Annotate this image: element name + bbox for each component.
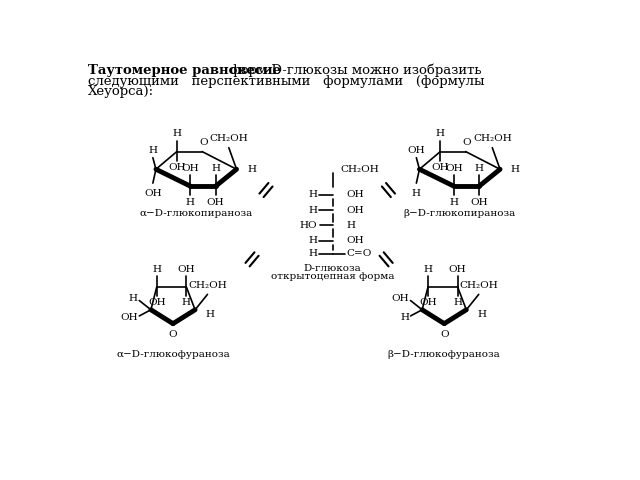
Text: OH: OH — [445, 164, 463, 173]
Text: OH: OH — [470, 198, 488, 207]
Text: OH: OH — [148, 298, 166, 307]
Text: H: H — [308, 250, 317, 258]
Text: OH: OH — [419, 298, 437, 307]
Text: D-глюкоза: D-глюкоза — [304, 264, 362, 273]
Text: H: H — [400, 313, 409, 322]
Text: CH₂OH: CH₂OH — [209, 134, 248, 143]
Text: OH: OH — [449, 264, 467, 274]
Text: OH: OH — [144, 189, 162, 197]
Text: CH₂OH: CH₂OH — [188, 281, 227, 290]
Text: следующими   перспективными   формулами   (формулы: следующими перспективными формулами (фор… — [88, 74, 484, 87]
Text: H: H — [152, 264, 161, 274]
Text: H: H — [186, 198, 195, 207]
Text: H: H — [449, 198, 458, 207]
Text: OH: OH — [182, 164, 199, 173]
Text: HO: HO — [300, 221, 317, 230]
Text: OH: OH — [392, 295, 409, 303]
Text: H: H — [172, 130, 181, 138]
Text: H: H — [453, 298, 462, 307]
Text: открытоцепная форма: открытоцепная форма — [271, 272, 394, 281]
Text: CH₂OH: CH₂OH — [473, 134, 511, 143]
Text: OH: OH — [431, 163, 449, 172]
Text: CH₂OH: CH₂OH — [340, 165, 379, 174]
Text: H: H — [211, 164, 220, 173]
Text: H: H — [511, 165, 520, 174]
Text: OH: OH — [347, 236, 364, 245]
Text: H: H — [475, 164, 484, 173]
Text: O: O — [199, 138, 208, 147]
Text: H: H — [308, 190, 317, 199]
Text: O: O — [463, 138, 472, 147]
Text: Хеуорса):: Хеуорса): — [88, 85, 154, 98]
Text: H: H — [148, 145, 157, 155]
Text: форм D-глюкозы можно изобразить: форм D-глюкозы можно изобразить — [226, 64, 481, 77]
Text: H: H — [182, 298, 191, 307]
Text: β−D-глюкопираноза: β−D-глюкопираноза — [404, 209, 516, 218]
Text: OH: OH — [168, 163, 186, 172]
Text: H: H — [477, 310, 486, 319]
Text: OH: OH — [408, 145, 425, 155]
Text: OH: OH — [347, 205, 364, 215]
Text: H: H — [248, 165, 257, 174]
Text: OH: OH — [207, 198, 225, 207]
Text: H: H — [206, 310, 215, 319]
Text: O: O — [440, 330, 449, 339]
Text: H: H — [424, 264, 433, 274]
Text: H: H — [308, 205, 317, 215]
Text: CH₂OH: CH₂OH — [460, 281, 498, 290]
Text: α−D-глюкопираноза: α−D-глюкопираноза — [140, 209, 253, 218]
Text: OH: OH — [347, 190, 364, 199]
Text: H: H — [129, 295, 138, 303]
Text: C=O: C=O — [347, 250, 372, 258]
Text: β−D-глюкофураноза: β−D-глюкофураноза — [388, 350, 500, 359]
Text: α−D-глюкофураноза: α−D-глюкофураноза — [116, 350, 230, 359]
Text: OH: OH — [120, 313, 138, 322]
Text: Таутомерное равновесие: Таутомерное равновесие — [88, 64, 281, 77]
Text: H: H — [347, 221, 356, 230]
Text: H: H — [412, 189, 421, 197]
Text: H: H — [308, 236, 317, 245]
Text: O: O — [169, 330, 177, 339]
Text: H: H — [436, 130, 445, 138]
Text: OH: OH — [177, 264, 195, 274]
